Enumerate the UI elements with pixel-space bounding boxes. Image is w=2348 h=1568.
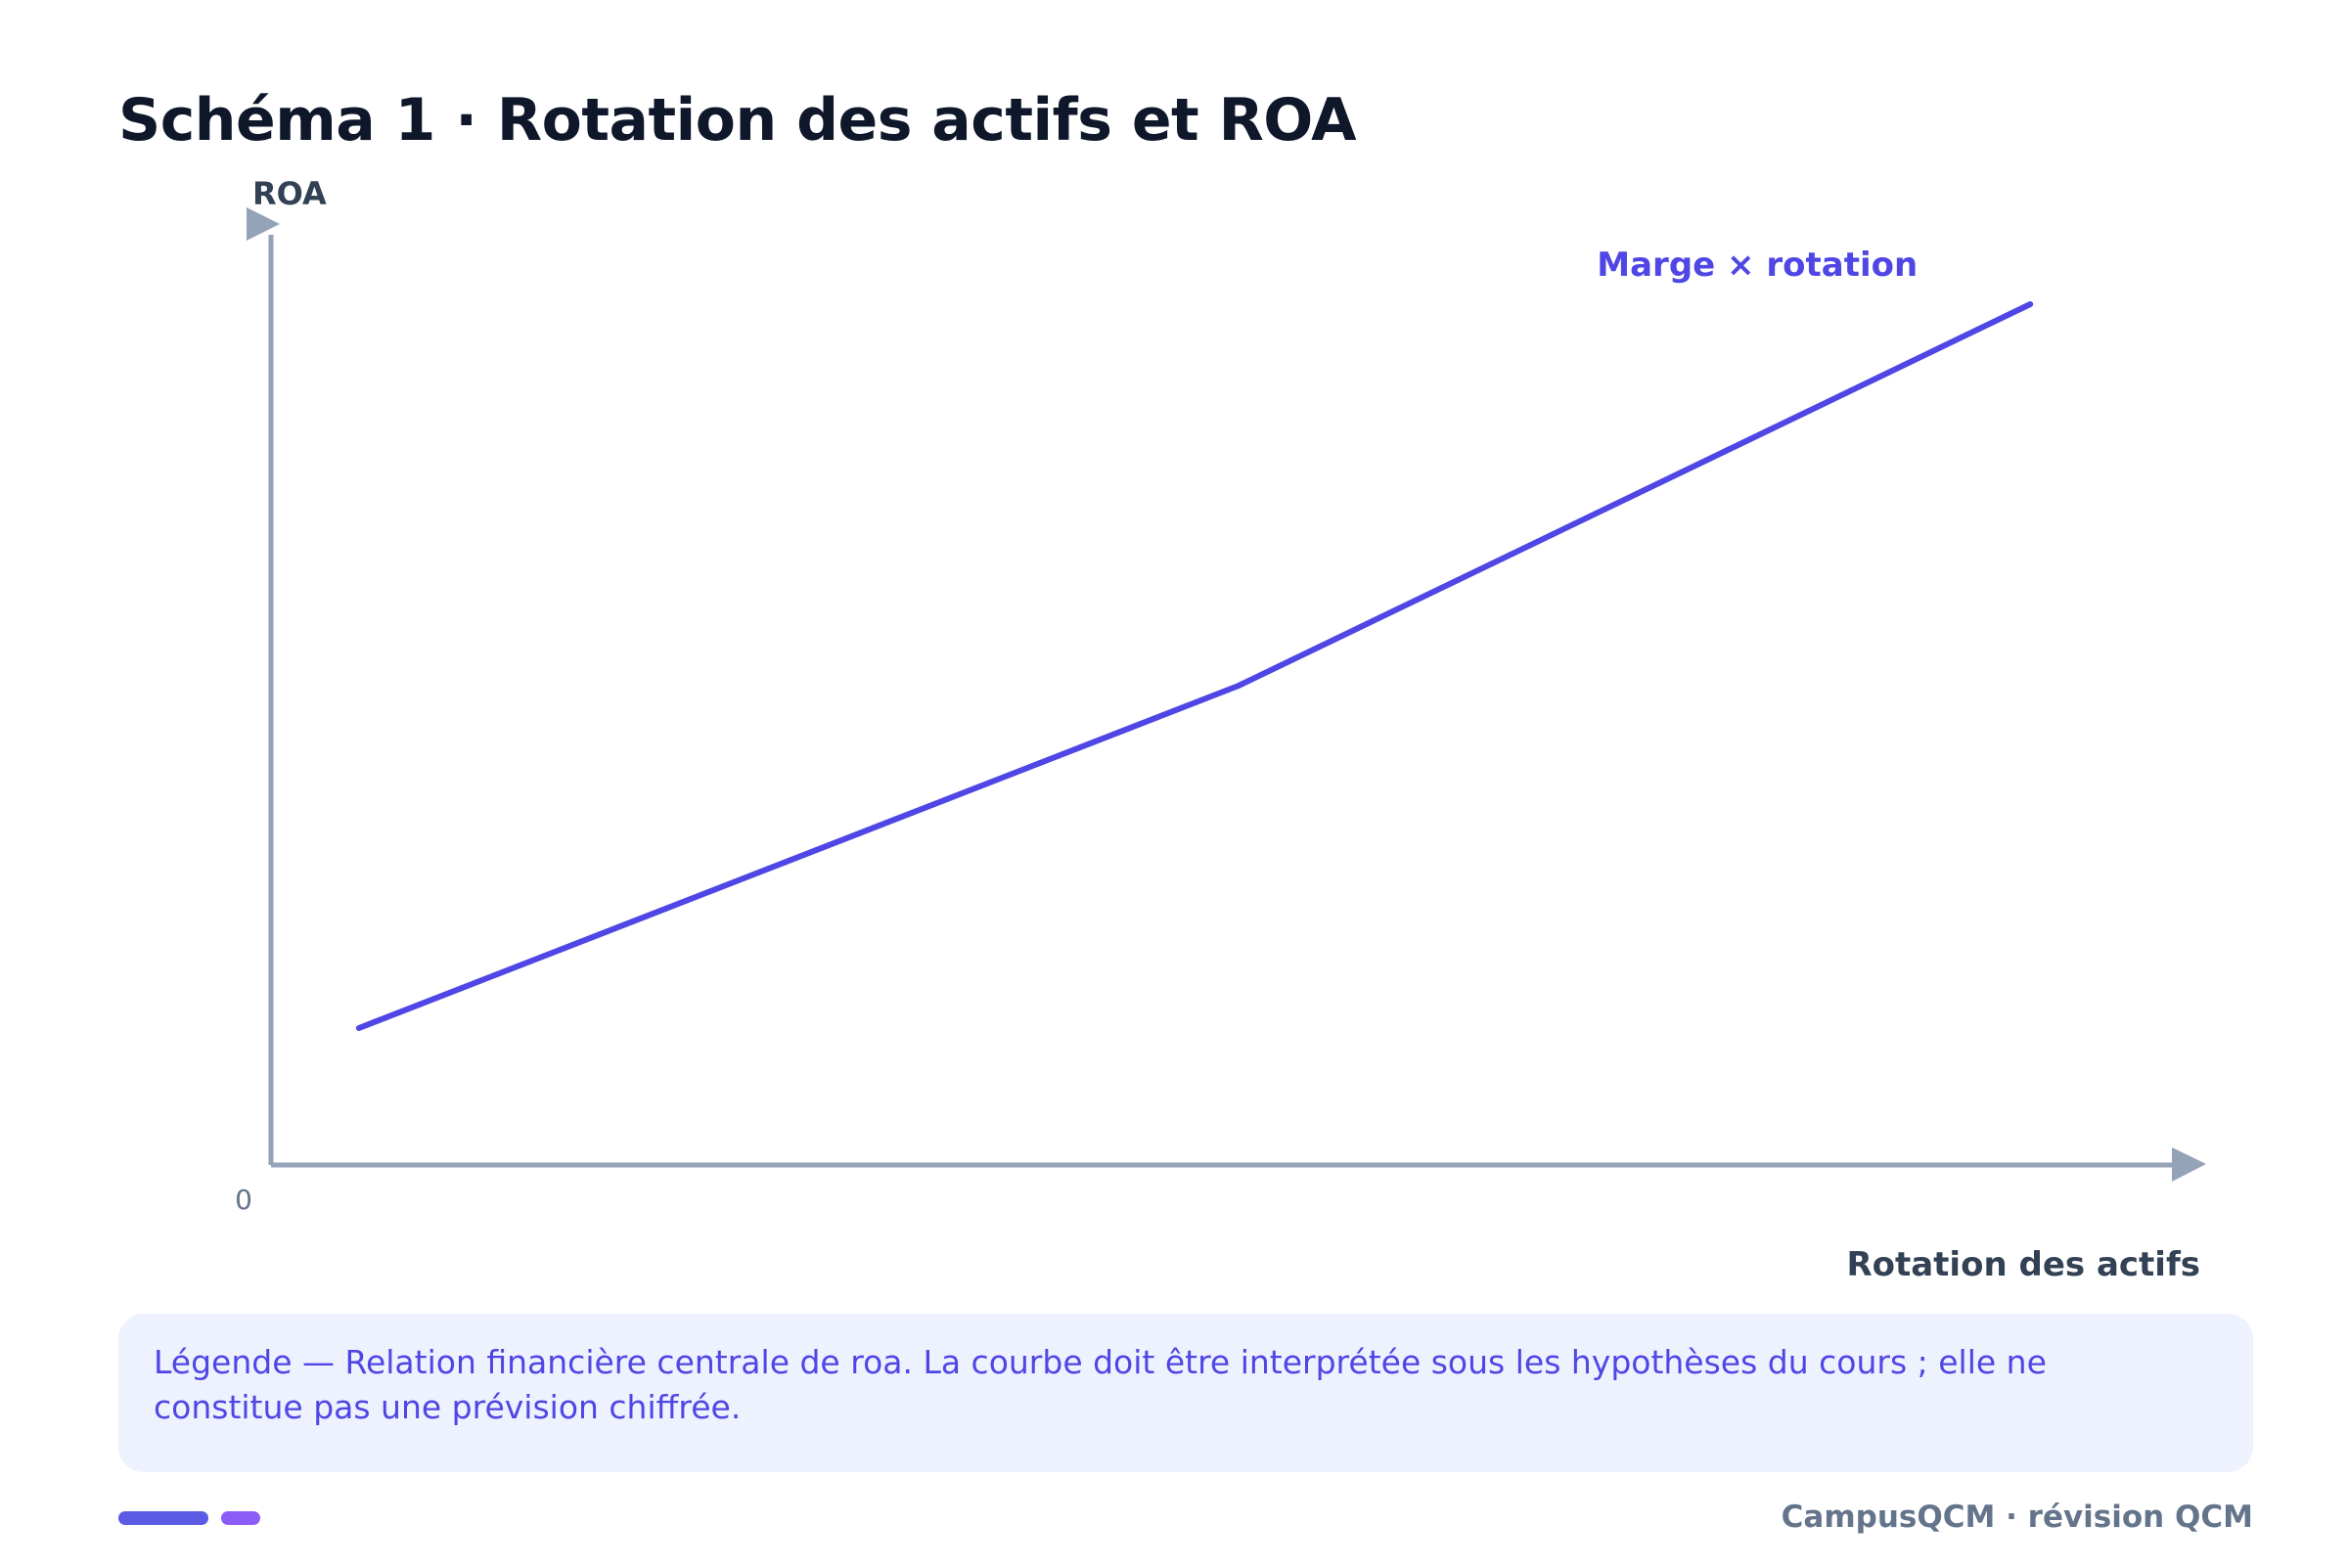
footer-accent-bar bbox=[118, 1511, 208, 1525]
x-axis-arrow-icon bbox=[2172, 1147, 2206, 1182]
series-line-0 bbox=[355, 301, 2034, 1031]
x-axis-label: Rotation des actifs bbox=[1846, 1245, 2200, 1284]
series-label-0: Marge × rotation bbox=[1597, 246, 1918, 285]
legend-text: Légende — Relation financière centrale d… bbox=[154, 1343, 2047, 1426]
line-chart: ROA Rotation des actifs 0 Marge × rotati… bbox=[235, 175, 2206, 1284]
footer-accent-bar-secondary bbox=[221, 1511, 260, 1525]
page-title: Schéma 1 · Rotation des actifs et ROA bbox=[118, 86, 1357, 155]
series-layer: Marge × rotation bbox=[355, 246, 2034, 1031]
origin-label: 0 bbox=[235, 1184, 252, 1216]
y-axis-label: ROA bbox=[252, 175, 327, 212]
legend-box: Légende — Relation financière centrale d… bbox=[118, 1314, 2253, 1472]
y-axis-arrow-icon bbox=[247, 207, 280, 241]
footer-brand: CampusQCM · révision QCM bbox=[1781, 1500, 2253, 1535]
